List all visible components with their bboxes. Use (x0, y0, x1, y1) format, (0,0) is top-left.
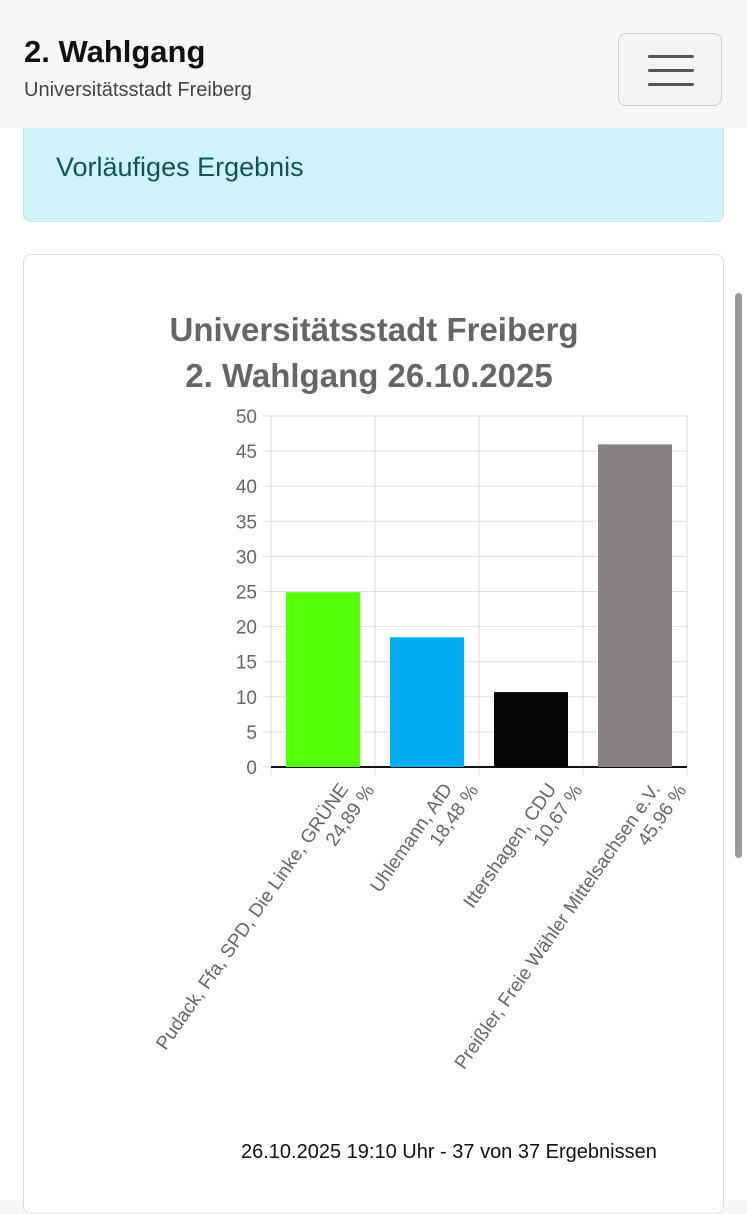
main-content: Vorläufiges Ergebnis Universitätsstadt F… (0, 128, 747, 1214)
bar[interactable] (390, 637, 464, 767)
menu-button[interactable] (618, 33, 722, 106)
results-timestamp: 26.10.2025 19:10 Uhr - 37 von 37 Ergebni… (241, 1141, 657, 1163)
chart-card: Universitätsstadt Freiberg 2. Wahlgang 2… (23, 254, 724, 1214)
bar[interactable] (286, 592, 360, 767)
category-name: Pudack, Ffa, SPD, Die Linke, GRÜNE (152, 780, 353, 1054)
y-tick-label: 40 (236, 477, 257, 498)
status-alert: Vorläufiges Ergebnis (23, 128, 724, 222)
bar[interactable] (494, 692, 568, 767)
top-header: 2. Wahlgang Universitätsstadt Freiberg (0, 0, 747, 128)
bar[interactable] (598, 444, 672, 767)
y-tick-label: 5 (246, 723, 257, 744)
y-tick-label: 25 (236, 583, 257, 604)
chart-title-line-1: Universitätsstadt Freiberg (170, 311, 579, 348)
hamburger-menu-icon (648, 55, 694, 87)
y-tick-label: 15 (236, 653, 257, 674)
y-tick-label: 0 (246, 758, 257, 779)
y-tick-label: 35 (236, 512, 257, 533)
chart-title-line-2: 2. Wahlgang 26.10.2025 (185, 357, 552, 394)
y-tick-label: 50 (236, 407, 257, 428)
alert-text: Vorläufiges Ergebnis (56, 152, 304, 182)
x-category-label: Pudack, Ffa, SPD, Die Linke, GRÜNE24,89 … (152, 780, 379, 1054)
page-title: 2. Wahlgang (24, 34, 206, 69)
y-tick-label: 20 (236, 618, 257, 639)
y-tick-label: 10 (236, 688, 257, 709)
page-subtitle: Universitätsstadt Freiberg (24, 79, 252, 101)
y-tick-label: 30 (236, 547, 257, 568)
y-tick-label: 45 (236, 442, 257, 463)
scrollbar[interactable] (735, 293, 742, 858)
